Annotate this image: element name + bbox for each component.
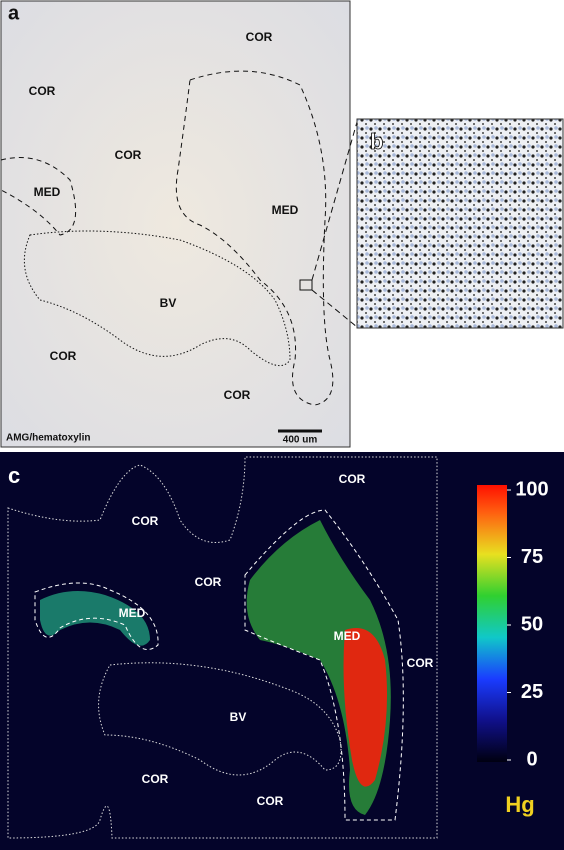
bv-outline bbox=[23, 230, 291, 367]
colorbar-tick-label: 0 bbox=[526, 748, 537, 770]
region-label: COR bbox=[224, 388, 251, 402]
region-label: COR bbox=[132, 514, 159, 528]
region-label: MED bbox=[272, 203, 299, 217]
region-label: COR bbox=[29, 84, 56, 98]
region-label: MED bbox=[334, 629, 361, 643]
panel-a-image bbox=[0, 0, 351, 448]
inset-line bbox=[311, 121, 358, 281]
inset-box bbox=[299, 279, 313, 291]
colorbar-tick-label: 75 bbox=[521, 546, 543, 568]
tissue-outline bbox=[7, 456, 438, 839]
region-label: COR bbox=[407, 656, 434, 670]
med-outline bbox=[0, 157, 77, 236]
region-label: COR bbox=[142, 772, 169, 786]
med-outline bbox=[175, 70, 334, 406]
scale-bar-label: 400 um bbox=[283, 435, 318, 446]
panel-label: c bbox=[8, 463, 20, 488]
colorbar-tick-label: 50 bbox=[521, 613, 543, 635]
region-label: MED bbox=[119, 606, 146, 620]
region-label: COR bbox=[246, 30, 273, 44]
colorbar-tick-label: 25 bbox=[521, 681, 543, 703]
region-label: COR bbox=[195, 575, 222, 589]
panel-label: b bbox=[370, 129, 383, 154]
panel-b-image bbox=[356, 118, 564, 329]
region-label: COR bbox=[257, 794, 284, 808]
region-label: BV bbox=[160, 296, 177, 310]
panel-label: a bbox=[8, 2, 20, 24]
med-outline bbox=[244, 509, 404, 821]
panel-c-image bbox=[0, 452, 564, 850]
colorbar-label: Hg bbox=[505, 792, 534, 817]
med-outline bbox=[34, 582, 159, 650]
region-label: COR bbox=[115, 148, 142, 162]
region-label: BV bbox=[230, 710, 247, 724]
stain-label: AMG/hematoxylin bbox=[6, 433, 90, 444]
colorbar bbox=[477, 485, 507, 762]
colorbar-tick-label: 100 bbox=[515, 478, 548, 500]
region-label: COR bbox=[50, 349, 77, 363]
region-label: MED bbox=[34, 185, 61, 199]
hg-signal bbox=[343, 628, 388, 787]
region-label: COR bbox=[339, 472, 366, 486]
bv-outline bbox=[98, 662, 342, 776]
